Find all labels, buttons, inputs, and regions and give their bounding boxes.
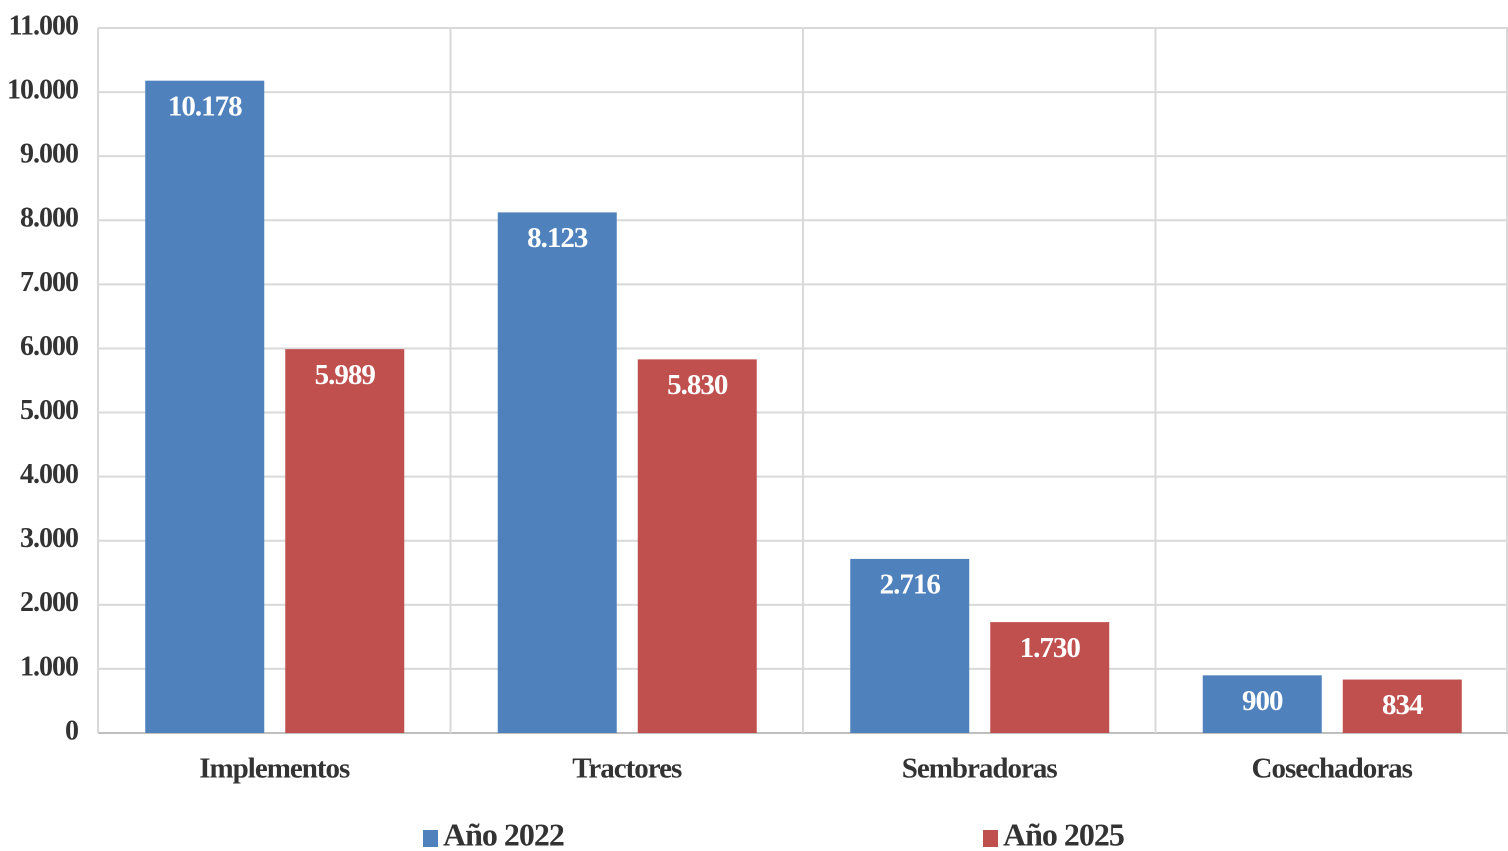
y-tick-label: 3.000 — [20, 523, 78, 554]
data-label: 2.716 — [880, 569, 941, 601]
y-tick-label: 4.000 — [20, 459, 78, 490]
x-tick-label: Tractores — [572, 753, 682, 785]
legend-label: Año 2022 — [443, 816, 564, 851]
legend-label: Año 2025 — [1003, 816, 1124, 851]
bar — [850, 558, 970, 733]
y-tick-label: 5.000 — [20, 395, 78, 426]
bar — [497, 212, 617, 734]
y-tick-label: 7.000 — [20, 267, 78, 298]
data-label: 834 — [1382, 689, 1423, 721]
y-tick-label: 8.000 — [20, 203, 78, 234]
legend-swatch — [423, 830, 438, 847]
y-tick-label: 10.000 — [7, 75, 78, 106]
y-tick-label: 2.000 — [20, 587, 78, 618]
x-tick-label: Sembradoras — [902, 753, 1058, 785]
bar — [1202, 675, 1322, 733]
data-label: 900 — [1242, 685, 1283, 717]
y-tick-label: 1.000 — [20, 651, 78, 682]
y-tick-label: 0 — [65, 715, 78, 746]
bar — [637, 359, 757, 733]
legend-swatch — [983, 830, 998, 847]
y-tick-label: 9.000 — [20, 139, 78, 170]
data-label: 8.123 — [527, 222, 588, 254]
y-tick-label: 6.000 — [20, 331, 78, 362]
bar — [990, 622, 1110, 733]
x-tick-label: Cosechadoras — [1252, 753, 1413, 785]
bar — [1342, 679, 1462, 733]
bar — [145, 80, 265, 733]
data-label: 5.830 — [667, 369, 728, 401]
x-tick-label: Implementos — [199, 753, 350, 785]
data-label: 10.178 — [168, 90, 242, 122]
data-label: 1.730 — [1020, 632, 1081, 664]
y-tick-label: 11.000 — [9, 10, 78, 41]
data-label: 5.989 — [315, 359, 376, 391]
bar — [285, 349, 405, 733]
